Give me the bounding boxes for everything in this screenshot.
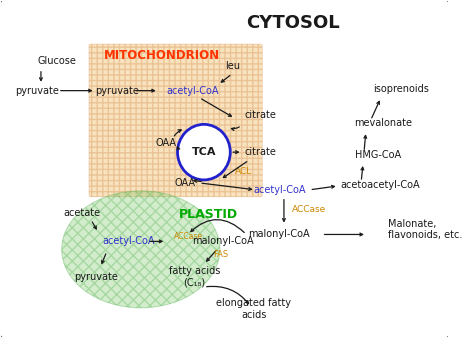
- Text: PLASTID: PLASTID: [179, 208, 238, 221]
- FancyBboxPatch shape: [0, 0, 450, 338]
- Circle shape: [178, 124, 230, 180]
- Ellipse shape: [62, 191, 220, 308]
- Text: mevalonate: mevalonate: [355, 118, 412, 128]
- Text: ACCase: ACCase: [174, 232, 203, 241]
- Text: acetate: acetate: [63, 208, 100, 218]
- Text: acetyl-CoA: acetyl-CoA: [166, 86, 219, 96]
- Text: OAA: OAA: [174, 178, 196, 188]
- Text: pyruvate: pyruvate: [96, 86, 139, 96]
- Text: citrate: citrate: [245, 111, 276, 120]
- Text: ACCase: ACCase: [292, 205, 326, 214]
- Text: isoprenoids: isoprenoids: [374, 84, 429, 94]
- Text: malonyl-CoA: malonyl-CoA: [248, 230, 310, 239]
- Text: elongated fatty
acids: elongated fatty acids: [216, 298, 292, 320]
- Text: HMG-CoA: HMG-CoA: [355, 150, 401, 160]
- Text: pyruvate: pyruvate: [16, 86, 59, 96]
- Text: fatty acids
(C₁₈): fatty acids (C₁₈): [169, 266, 220, 288]
- Text: acetoacetyl-CoA: acetoacetyl-CoA: [340, 180, 420, 190]
- Text: acetyl-CoA: acetyl-CoA: [102, 236, 155, 246]
- Text: FAS: FAS: [213, 250, 228, 259]
- Text: CYTOSOL: CYTOSOL: [246, 14, 340, 32]
- Text: ACL: ACL: [235, 167, 252, 176]
- Text: acetyl-CoA: acetyl-CoA: [253, 185, 305, 195]
- Text: citrate: citrate: [245, 147, 276, 157]
- Text: MITOCHONDRION: MITOCHONDRION: [103, 49, 219, 63]
- Text: TCA: TCA: [191, 147, 216, 157]
- Text: Malonate,
flavonoids, etc.: Malonate, flavonoids, etc.: [388, 219, 462, 240]
- Text: leu: leu: [225, 61, 240, 71]
- Text: Glucose: Glucose: [37, 56, 76, 66]
- Text: malonyl-CoA: malonyl-CoA: [191, 236, 253, 246]
- Text: pyruvate: pyruvate: [73, 272, 118, 282]
- Text: OAA: OAA: [156, 138, 177, 148]
- FancyBboxPatch shape: [89, 44, 262, 197]
